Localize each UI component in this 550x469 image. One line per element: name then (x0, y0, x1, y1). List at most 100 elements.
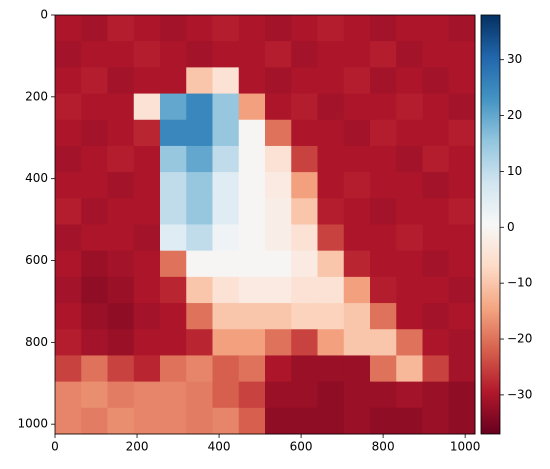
heatmap-cell (238, 381, 266, 409)
heatmap-cell (55, 41, 82, 68)
heatmap-cell (291, 93, 318, 121)
heatmap-cell (160, 250, 187, 278)
heatmap-cell (396, 224, 423, 252)
heatmap-cell (448, 329, 476, 356)
heatmap-cell (448, 145, 476, 173)
heatmap-cell (238, 15, 266, 42)
heatmap-cell (212, 67, 240, 95)
heatmap-cell (422, 93, 450, 121)
heatmap-cell (317, 67, 345, 95)
heatmap-cell (186, 407, 213, 435)
heatmap-cell (370, 276, 397, 304)
heatmap-cell (160, 329, 187, 356)
heatmap-cell (343, 172, 371, 199)
heatmap-cell (448, 15, 476, 42)
heatmap-cell (422, 303, 450, 330)
heatmap-cell (422, 119, 450, 147)
heatmap-cell (186, 145, 213, 173)
heatmap-cell (81, 329, 108, 356)
heatmap-cell (160, 145, 187, 173)
heatmap-cell (212, 355, 240, 383)
heatmap-cell (291, 224, 318, 252)
x-tick-label: 800 (372, 440, 395, 454)
heatmap-cell (186, 355, 213, 383)
heatmap-cell (55, 172, 82, 199)
heatmap-cell (396, 276, 423, 304)
heatmap-cell (317, 93, 345, 121)
heatmap-cell (81, 119, 108, 147)
heatmap-cell (133, 303, 161, 330)
heatmap-cell (343, 145, 371, 173)
heatmap-cell (186, 250, 213, 278)
heatmap-cell (422, 145, 450, 173)
heatmap-cell (317, 172, 345, 199)
heatmap-cell (422, 67, 450, 95)
heatmap-cell (212, 381, 240, 409)
heatmap-cell (186, 15, 213, 42)
heatmap-cell (343, 224, 371, 252)
heatmap-cell (448, 93, 476, 121)
heatmap-cell (370, 67, 397, 95)
heatmap-cell (133, 198, 161, 225)
heatmap-cell (212, 119, 240, 147)
heatmap-cell (81, 381, 108, 409)
heatmap-cell (265, 329, 292, 356)
heatmap-cell (343, 250, 371, 278)
heatmap-cell (265, 224, 292, 252)
x-tick-label: 400 (208, 440, 231, 454)
heatmap-cell (238, 172, 266, 199)
heatmap-cell (317, 381, 345, 409)
heatmap-cell (448, 407, 476, 435)
heatmap-cell (396, 145, 423, 173)
heatmap-cell (107, 355, 135, 383)
heatmap-cell (396, 381, 423, 409)
heatmap-cell (291, 15, 318, 42)
heatmap-cell (343, 198, 371, 225)
heatmap-cell (160, 198, 187, 225)
heatmap-cell (81, 15, 108, 42)
heatmap-cell (160, 303, 187, 330)
heatmap-cell (186, 93, 213, 121)
heatmap-cell (265, 198, 292, 225)
heatmap-cell (370, 198, 397, 225)
heatmap-cell (55, 303, 82, 330)
heatmap-cell (55, 145, 82, 173)
heatmap-cell (133, 145, 161, 173)
heatmap-cell (133, 93, 161, 121)
heatmap-cell (107, 276, 135, 304)
colorbar (480, 14, 501, 435)
heatmap-cell (186, 119, 213, 147)
heatmap-cell (160, 172, 187, 199)
heatmap-cell (186, 224, 213, 252)
heatmap-cell (291, 355, 318, 383)
heatmap-cell (265, 41, 292, 68)
heatmap-cell (238, 198, 266, 225)
heatmap-cell (81, 145, 108, 173)
heatmap-cell (291, 67, 318, 95)
heatmap-cell (238, 250, 266, 278)
heatmap-cell (238, 303, 266, 330)
heatmap-cell (265, 407, 292, 435)
heatmap-cell (212, 41, 240, 68)
heatmap-cell (133, 224, 161, 252)
heatmap-cell (133, 41, 161, 68)
heatmap-cell (343, 15, 371, 42)
heatmap-cell (81, 67, 108, 95)
y-tick-label: 200 (25, 89, 48, 103)
heatmap-cell (317, 250, 345, 278)
heatmap-cell (343, 67, 371, 95)
heatmap-cell (81, 250, 108, 278)
heatmap-cell (343, 41, 371, 68)
heatmap-cell (186, 381, 213, 409)
heatmap-cell (422, 250, 450, 278)
heatmap-cell (422, 381, 450, 409)
heatmap-cell (133, 172, 161, 199)
heatmap-cell (238, 407, 266, 435)
heatmap-cell (238, 119, 266, 147)
heatmap-cell (238, 276, 266, 304)
heatmap-cell (133, 329, 161, 356)
heatmap-cell (107, 381, 135, 409)
x-tick-label: 600 (290, 440, 313, 454)
heatmap-cell (343, 355, 371, 383)
